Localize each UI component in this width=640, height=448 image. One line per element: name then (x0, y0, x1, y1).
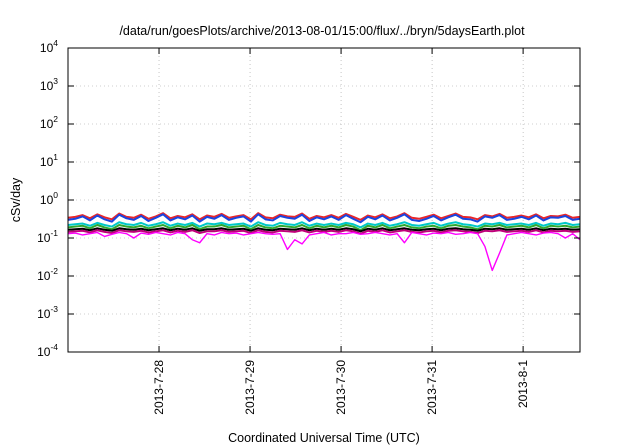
series-line-2 (67, 221, 581, 229)
x-tick-label: 2013-7-29 (243, 360, 257, 415)
y-tick-label: 100 (40, 190, 58, 207)
y-tick-label: 101 (40, 152, 58, 169)
y-tick-label: 10-1 (37, 228, 58, 245)
series-line-1 (67, 213, 581, 224)
x-tick-label: 2013-8-1 (516, 360, 530, 408)
y-tick-base: 10 (40, 193, 54, 207)
y-tick-base: 10 (40, 117, 54, 131)
y-tick-exponent: -3 (50, 304, 58, 314)
series-line-0 (67, 212, 581, 221)
y-tick-base: 10 (37, 307, 51, 321)
series-line-3 (67, 223, 581, 232)
series-line-6 (67, 231, 581, 272)
y-tick-exponent: -2 (50, 266, 58, 276)
x-tick-label: 2013-7-31 (425, 360, 439, 415)
series-line-4 (67, 227, 581, 233)
y-tick-exponent: 3 (53, 76, 58, 86)
y-tick-base: 10 (40, 155, 54, 169)
y-tick-label: 103 (40, 76, 58, 93)
y-tick-exponent: 1 (53, 152, 58, 162)
y-tick-label: 10-3 (37, 304, 58, 321)
y-tick-base: 10 (40, 41, 54, 55)
y-tick-base: 10 (37, 345, 51, 359)
y-tick-base: 10 (37, 269, 51, 283)
chart-title: /data/run/goesPlots/archive/2013-08-01/1… (119, 24, 525, 38)
y-tick-label: 104 (40, 38, 58, 55)
x-tick-label: 2013-7-28 (152, 360, 166, 415)
y-tick-exponent: 4 (53, 38, 58, 48)
y-tick-label: 10-2 (37, 266, 58, 283)
x-tick-marks: 2013-7-28 2013-7-29 2013-7-30 2013-7-31 2013… (152, 48, 530, 415)
data-series (67, 212, 581, 272)
y-tick-exponent: 0 (53, 190, 58, 200)
y-tick-label: 10-4 (37, 342, 58, 359)
y-tick-base: 10 (37, 231, 51, 245)
y-tick-base: 10 (40, 79, 54, 93)
y-axis-label: cSv/day (9, 177, 23, 222)
x-axis-label: Coordinated Universal Time (UTC) (228, 431, 420, 445)
y-tick-exponent: -1 (50, 228, 58, 238)
x-gridlines (158, 48, 524, 352)
y-tick-exponent: 2 (53, 114, 58, 124)
y-gridlines (68, 85, 580, 315)
y-tick-label: 102 (40, 114, 58, 131)
y-tick-exponent: -4 (50, 342, 58, 352)
x-tick-label: 2013-7-30 (334, 360, 348, 415)
